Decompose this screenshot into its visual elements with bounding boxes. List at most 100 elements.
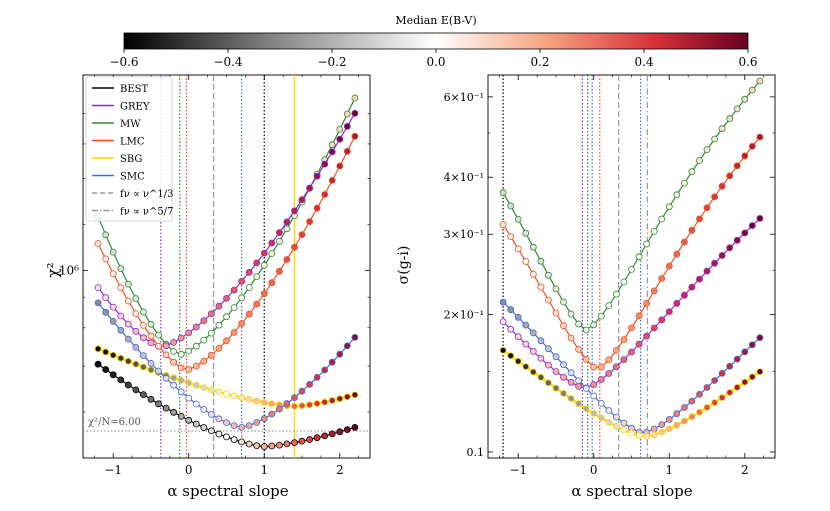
data-point-smc: [522, 321, 530, 329]
data-point-sbg: [597, 414, 605, 422]
data-point-lmc: [718, 182, 726, 190]
data-point-lmc: [688, 226, 696, 234]
data-point-sbg: [665, 425, 673, 433]
data-point-grey: [132, 327, 140, 335]
data-point-grey: [109, 303, 117, 311]
data-point-sbg: [673, 421, 681, 429]
data-point-lmc: [726, 172, 734, 180]
data-point-mw: [514, 215, 522, 223]
data-point-lmc: [328, 176, 336, 184]
data-point-grey: [260, 249, 268, 257]
data-point-smc: [200, 405, 208, 413]
data-point-grey: [343, 123, 351, 130]
data-point-mw: [665, 203, 673, 211]
data-point-grey: [643, 332, 650, 340]
x-tick-label: 2: [741, 463, 749, 477]
data-point-best: [306, 436, 314, 443]
data-point-sbg: [117, 354, 125, 362]
data-point-best: [139, 391, 147, 399]
data-point-smc: [139, 352, 147, 360]
data-point-smc: [283, 400, 291, 407]
data-point-smc: [620, 419, 628, 427]
data-point-smc: [207, 410, 215, 418]
data-point-sbg: [658, 428, 666, 436]
data-point-lmc: [117, 284, 125, 292]
data-point-grey: [552, 368, 560, 375]
data-point-grey: [537, 354, 545, 362]
data-point-grey: [147, 339, 155, 347]
data-point-sbg: [703, 404, 711, 411]
data-point-best: [147, 395, 155, 403]
data-point-best: [94, 360, 102, 368]
data-point-sbg: [613, 422, 620, 430]
data-point-smc: [514, 313, 522, 321]
data-point-grey: [628, 348, 635, 356]
data-point-smc: [507, 306, 515, 314]
data-point-lmc: [613, 346, 620, 354]
data-point-mw: [756, 77, 764, 85]
data-point-smc: [192, 400, 200, 408]
chi2-panel: χ²/N=6.00 −1 0 1 2 10⁶ χ² α spectral slope B…: [44, 74, 371, 500]
data-point-sbg: [718, 394, 726, 402]
data-point-best: [291, 439, 298, 447]
data-point-mw: [613, 290, 620, 298]
data-point-mw: [336, 125, 344, 133]
data-point-grey: [275, 229, 283, 237]
data-point-smc: [575, 377, 582, 385]
x-tick-label: 2: [336, 463, 344, 477]
data-point-grey: [673, 299, 681, 307]
data-point-smc: [726, 362, 734, 370]
data-point-mw: [522, 229, 530, 237]
data-point-smc: [545, 345, 552, 353]
data-point-mw: [703, 146, 711, 154]
legend-label-power57: fν ∝ ν^5/7: [120, 207, 173, 218]
data-point-lmc: [673, 250, 681, 258]
data-point-sbg: [192, 381, 200, 389]
data-point-smc: [291, 394, 298, 402]
data-point-smc: [132, 343, 140, 351]
data-point-mw: [215, 321, 223, 329]
data-point-lmc: [597, 363, 605, 371]
data-point-grey: [291, 207, 298, 215]
data-point-mw: [109, 248, 117, 256]
data-point-best: [313, 434, 321, 442]
data-point-smc: [260, 415, 268, 423]
data-point-smc: [560, 361, 567, 369]
data-point-best: [223, 433, 230, 441]
data-point-sbg: [139, 363, 147, 371]
data-point-lmc: [560, 322, 567, 330]
data-point-lmc: [351, 132, 359, 140]
data-point-smc: [733, 355, 741, 363]
data-point-best: [102, 366, 110, 373]
data-point-grey: [726, 244, 734, 252]
data-point-grey: [268, 239, 276, 247]
data-point-grey: [522, 340, 530, 348]
data-point-lmc: [620, 336, 628, 344]
data-point-mw: [658, 215, 666, 223]
data-point-lmc: [177, 364, 185, 372]
data-point-sbg: [207, 386, 215, 394]
data-point-sbg: [336, 395, 344, 403]
data-point-lmc: [313, 204, 321, 212]
data-point-grey: [507, 325, 515, 333]
data-point-sbg: [328, 397, 336, 404]
data-point-sbg: [245, 395, 253, 403]
data-point-grey: [665, 308, 673, 316]
data-point-smc: [268, 410, 276, 418]
data-point-grey: [703, 267, 711, 275]
data-point-smc: [215, 415, 223, 423]
data-point-sbg: [522, 363, 530, 371]
data-point-sbg: [253, 397, 261, 405]
data-point-smc: [711, 377, 718, 384]
data-point-mw: [597, 312, 605, 320]
series-line-lmc: [502, 136, 761, 368]
data-point-lmc: [567, 334, 575, 342]
data-point-lmc: [499, 221, 507, 229]
data-point-smc: [275, 405, 283, 413]
data-point-grey: [733, 236, 741, 244]
data-point-mw: [733, 105, 741, 113]
data-point-mw: [741, 95, 749, 103]
data-point-grey: [139, 334, 147, 342]
data-point-sbg: [343, 393, 351, 401]
